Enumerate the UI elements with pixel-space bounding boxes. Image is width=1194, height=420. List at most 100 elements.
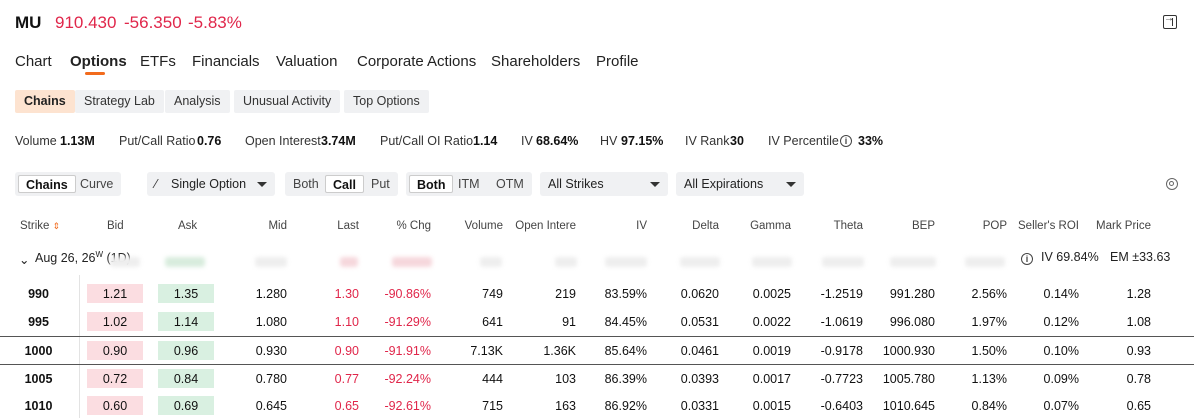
strategy-dropdown[interactable]: ⁄ Single Option [147, 172, 275, 196]
table-row[interactable]: 1005 0.72 0.84 0.780 0.77 -92.24% 444 103 86.39%… [0, 364, 1194, 393]
cell-ask[interactable]: 0.84 [173, 372, 199, 386]
active-tab-indicator [85, 72, 105, 75]
cell-mid: 1.280 [255, 287, 287, 301]
ticker-symbol: MU [15, 13, 42, 32]
table-row[interactable]: 990 1.21 1.35 1.280 1.30 -90.86% 749 219 83.59% 0… [0, 280, 1194, 308]
cell-pct-chg: -90.86% [384, 287, 431, 301]
cell-ask[interactable]: 0.96 [173, 344, 199, 358]
stat-iv-rank-value: 30 [730, 134, 744, 148]
table-row[interactable]: 995 1.02 1.14 1.080 1.10 -91.29% 641 91 84.45% 0.… [0, 308, 1194, 336]
cell-bid[interactable]: 1.02 [102, 315, 128, 329]
cell-roi: 0.07% [1043, 399, 1079, 413]
cell-strike: 990 [28, 287, 49, 301]
chevron-down-icon [257, 182, 267, 187]
cell-ask[interactable]: 1.35 [173, 287, 199, 301]
info-icon[interactable]: i [1021, 253, 1033, 265]
expiry-expected-move: EM ±33.63 [1110, 250, 1171, 264]
tab-valuation[interactable]: Valuation [276, 53, 338, 70]
cell-last: 0.65 [334, 399, 359, 413]
moneyness-itm-button[interactable]: ITM [458, 177, 480, 191]
table-row[interactable]: 1000 0.90 0.96 0.930 0.90 -91.91% 7.13K 1.36K 85… [0, 336, 1194, 365]
stat-iv-value: 68.64% [536, 134, 579, 148]
cell-bid[interactable]: 0.90 [102, 344, 128, 358]
cell-last: 1.10 [334, 315, 359, 329]
tab-financials[interactable]: Financials [192, 53, 260, 70]
expiry-iv: IV 69.84% [1041, 250, 1099, 264]
cell-bep: 996.080 [889, 315, 935, 329]
cell-mid: 1.080 [255, 315, 287, 329]
gear-icon[interactable] [1166, 178, 1178, 190]
cell-gamma: 0.0022 [752, 315, 791, 329]
cell-volume: 641 [482, 315, 503, 329]
moneyness-both-button[interactable]: Both [409, 175, 454, 193]
cell-bid[interactable]: 0.60 [102, 399, 128, 413]
stat-pc-ratio-value: 0.76 [197, 134, 222, 148]
cell-volume: 444 [482, 372, 503, 386]
cell-gamma: 0.0015 [752, 399, 791, 413]
cell-bep: 1005.780 [882, 372, 935, 386]
view-chains-button[interactable]: Chains [18, 175, 76, 193]
bid-cell-bg [87, 312, 143, 331]
tab-etfs[interactable]: ETFs [140, 53, 176, 70]
view-curve-button[interactable]: Curve [80, 177, 114, 191]
stat-oi-label: Open Interest [245, 134, 321, 148]
col-strike[interactable]: Strike ⇕ [20, 220, 61, 232]
info-icon[interactable]: i [840, 135, 852, 147]
side-put-button[interactable]: Put [371, 177, 390, 191]
tab-options[interactable]: Options [70, 53, 127, 70]
col-iv: IV [636, 220, 647, 232]
cell-gamma: 0.0017 [752, 372, 791, 386]
side-call-button[interactable]: Call [325, 175, 364, 193]
tab-shareholders[interactable]: Shareholders [491, 53, 581, 70]
strategy-dropdown-label: Single Option [171, 177, 247, 191]
strikes-dropdown[interactable]: All Strikes [540, 172, 668, 196]
subtab-strategy-lab[interactable]: Strategy Lab [75, 90, 164, 113]
stat-pc-oi-value: 1.14 [473, 134, 498, 148]
cell-ask[interactable]: 1.14 [173, 315, 199, 329]
cell-strike: 995 [28, 315, 49, 329]
col-ask: Ask [178, 220, 198, 232]
subtab-analysis[interactable]: Analysis [165, 90, 230, 113]
cell-strike: 1000 [24, 344, 53, 358]
stat-oi-value: 3.74M [321, 134, 356, 148]
tab-corporate-actions[interactable]: Corporate Actions [357, 53, 477, 70]
subtab-top-options[interactable]: Top Options [344, 90, 429, 113]
column-divider [79, 275, 80, 418]
cell-bid[interactable]: 0.72 [102, 372, 128, 386]
price-change: -56.350 [124, 13, 182, 32]
stat-iv-pct-value: 33% [858, 134, 884, 148]
cell-pct-chg: -91.29% [384, 315, 431, 329]
bid-cell-bg [87, 369, 143, 388]
collapse-panel-icon[interactable] [1163, 13, 1177, 29]
stat-pc-oi-label: Put/Call OI Ratio [380, 134, 474, 148]
stat-iv-pct-label: IV Percentile [768, 134, 839, 148]
cell-pop: 1.50% [971, 344, 1007, 358]
last-price: 910.430 [55, 13, 117, 32]
cell-iv: 86.39% [604, 372, 647, 386]
tab-profile[interactable]: Profile [596, 53, 639, 70]
expirations-dropdown[interactable]: All Expirations [676, 172, 804, 196]
cell-ask[interactable]: 0.69 [173, 399, 199, 413]
cell-roi: 0.14% [1043, 287, 1079, 301]
cell-roi: 0.12% [1043, 315, 1079, 329]
cell-bid[interactable]: 1.21 [102, 287, 128, 301]
cell-theta: -1.2519 [820, 287, 863, 301]
cell-mid: 0.645 [255, 399, 287, 413]
cell-gamma: 0.0019 [752, 344, 791, 358]
side-both-button[interactable]: Both [293, 177, 319, 191]
cell-mark: 0.93 [1126, 344, 1151, 358]
moneyness-otm-button[interactable]: OTM [496, 177, 524, 191]
cell-roi: 0.10% [1043, 344, 1079, 358]
subtab-chains[interactable]: Chains [15, 90, 75, 113]
tab-chart[interactable]: Chart [15, 53, 52, 70]
subtab-unusual-activity[interactable]: Unusual Activity [234, 90, 341, 113]
cell-delta: 0.0620 [680, 287, 719, 301]
cell-iv: 83.59% [604, 287, 647, 301]
cell-iv: 85.64% [604, 344, 647, 358]
cell-iv: 86.92% [604, 399, 647, 413]
expand-chevron-icon[interactable]: ⌄ [19, 253, 30, 267]
cell-last: 1.30 [334, 287, 359, 301]
table-row[interactable]: 1010 0.60 0.69 0.645 0.65 -92.61% 715 163 86.92%… [0, 392, 1194, 420]
col-delta: Delta [692, 220, 719, 232]
sort-icon[interactable]: ⇕ [52, 221, 61, 231]
